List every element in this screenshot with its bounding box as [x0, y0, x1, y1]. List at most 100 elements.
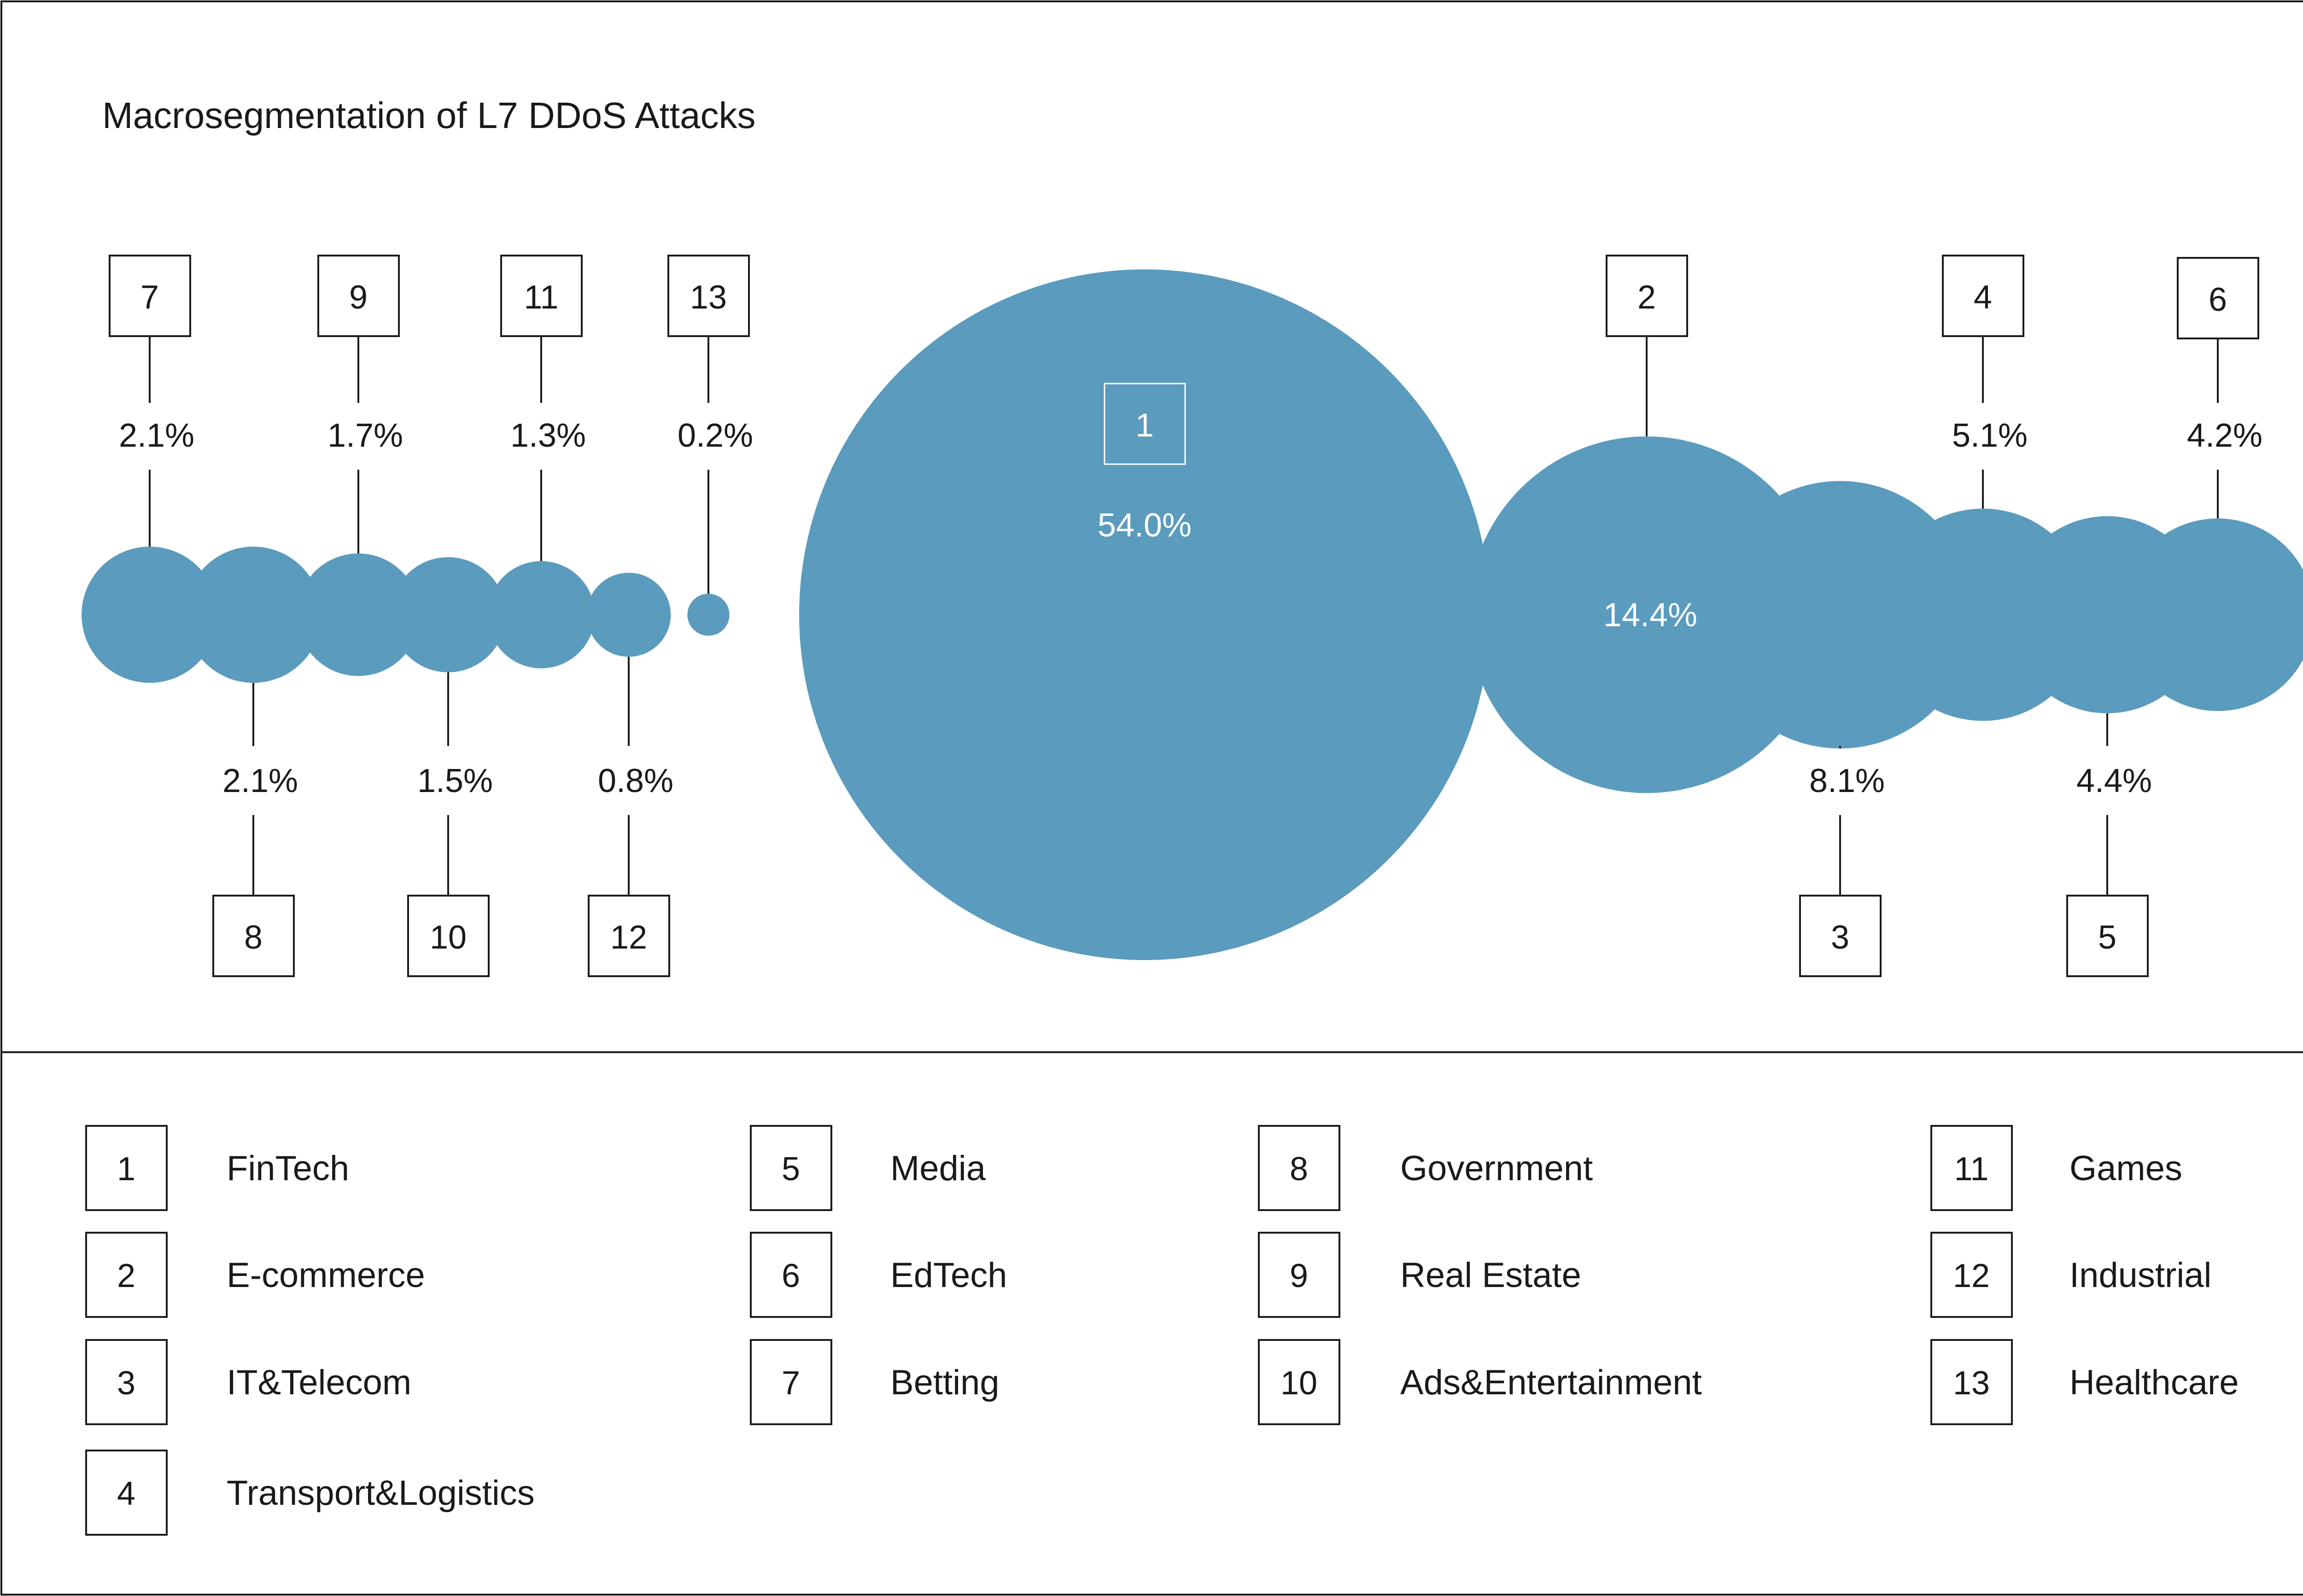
data-label-1: 54.0%: [1098, 507, 1192, 544]
bubble-group-8: 2.1% 8: [185, 547, 321, 977]
legend-id-10: 10: [1280, 1365, 1317, 1402]
data-label-7: 2.1%: [119, 417, 194, 454]
data-label-9: 1.7%: [327, 417, 403, 454]
data-label-12: 0.8%: [598, 763, 673, 799]
bubble-9: [297, 553, 420, 676]
bubble-2: [1468, 436, 1825, 793]
legend-label-1: FinTech: [227, 1149, 349, 1188]
data-label-3: 8.1%: [1809, 763, 1885, 799]
bubble-7: [82, 547, 218, 683]
legend-box-8: [1258, 1125, 1340, 1211]
legend-label-9: Real Estate: [1400, 1256, 1581, 1295]
bubble-box-1: [1104, 383, 1186, 465]
legend-item-9: 9 Real Estate: [1258, 1232, 1581, 1318]
legend-label-10: Ads&Entertainment: [1400, 1363, 1702, 1402]
bubble-10: [391, 557, 506, 672]
bubble-box-8: [212, 895, 295, 977]
bubble-id-12: 12: [610, 919, 647, 956]
legend-item-12: 12 Industrial: [1930, 1232, 2211, 1318]
data-label-5: 4.4%: [2076, 763, 2152, 799]
legend-item-8: 8 Government: [1258, 1125, 1593, 1211]
bubble-box-5: [2066, 895, 2149, 977]
legend-box-13: [1930, 1339, 2013, 1425]
legend-label-7: Betting: [890, 1363, 1000, 1402]
legend-id-7: 7: [782, 1365, 800, 1402]
legend-box-7: [750, 1339, 832, 1425]
bubble-id-7: 7: [140, 279, 159, 316]
data-label-6: 4.2%: [2187, 417, 2262, 454]
legend-item-13: 13 Healthcare: [1930, 1339, 2239, 1425]
legend-id-2: 2: [117, 1258, 135, 1294]
legend-item-5: 5 Media: [750, 1125, 986, 1211]
bubble-id-1: 1: [1135, 407, 1154, 444]
legend-item-2: 2 E-commerce: [85, 1232, 425, 1318]
legend-label-2: E-commerce: [227, 1256, 425, 1295]
bubble-group-11: 11 1.3%: [487, 255, 595, 669]
bubble-11: [487, 561, 595, 669]
bubble-group-13: 13 0.2%: [667, 255, 753, 636]
legend-box-6: [750, 1232, 832, 1318]
legend-box-5: [750, 1125, 832, 1211]
bubble-id-6: 6: [2209, 281, 2227, 318]
legend-label-6: EdTech: [890, 1256, 1007, 1295]
legend-id-6: 6: [782, 1258, 800, 1294]
bubble-id-3: 3: [1831, 919, 1849, 956]
chart-title: Macrosegmentation of L7 DDoS Attacks: [102, 95, 755, 136]
data-label-2: 14.4%: [1603, 597, 1697, 634]
legend-box-1: [85, 1125, 168, 1211]
legend-id-3: 3: [117, 1365, 135, 1402]
legend-item-11: 11 Games: [1930, 1125, 2182, 1211]
bubble-id-4: 4: [1974, 279, 1992, 316]
data-label-13: 0.2%: [678, 417, 753, 454]
bubble-box-10: [407, 895, 490, 977]
legend-label-3: IT&Telecom: [227, 1363, 411, 1402]
data-label-10: 1.5%: [417, 763, 493, 799]
legend-id-12: 12: [1953, 1258, 1990, 1294]
legend-box-2: [85, 1232, 168, 1318]
legend-item-3: 3 IT&Telecom: [85, 1339, 411, 1425]
legend-box-12: [1930, 1232, 2013, 1318]
legend-id-9: 9: [1290, 1258, 1308, 1294]
legend-id-11: 11: [1954, 1151, 1989, 1188]
bubble-id-9: 9: [349, 279, 368, 316]
legend-label-12: Industrial: [2069, 1256, 2211, 1295]
legend-label-11: Games: [2069, 1149, 2182, 1188]
data-label-4: 5.1%: [1952, 417, 2028, 454]
legend-box-11: [1930, 1125, 2013, 1211]
bubble-group-9: 9 1.7%: [297, 255, 420, 676]
bubble-8: [185, 547, 321, 683]
bubble-box-3: [1799, 895, 1882, 977]
legend-box-10: [1258, 1339, 1340, 1425]
bubble-group-6: 6 4.2%: [2121, 257, 2303, 711]
data-label-11: 1.3%: [510, 417, 586, 454]
legend-id-4: 4: [117, 1475, 135, 1512]
bubble-12: [586, 572, 671, 657]
legend: 1 FinTech 2 E-commerce 3 IT&Telecom 4 Transport…: [85, 1125, 2239, 1536]
bubble-id-2: 2: [1637, 279, 1656, 316]
bubble-id-5: 5: [2098, 919, 2116, 956]
legend-label-4: Transport&Logistics: [227, 1474, 535, 1513]
bubbles: 154.0%214.4%8.1%345.1%4.4%564.2%72.1%2.1…: [82, 255, 2303, 977]
legend-box-4: [85, 1450, 168, 1536]
legend-label-8: Government: [1400, 1149, 1593, 1188]
bubble-group-1: 1 54.0%: [799, 269, 1490, 960]
bubble-id-11: 11: [524, 279, 559, 316]
legend-item-7: 7 Betting: [750, 1339, 1000, 1425]
bubble-6: [2121, 518, 2303, 711]
legend-id-13: 13: [1953, 1365, 1990, 1402]
bubble-box-12: [588, 895, 670, 977]
legend-id-8: 8: [1290, 1151, 1308, 1188]
data-label-8: 2.1%: [222, 763, 298, 799]
bubble-1: [799, 269, 1490, 960]
bubble-id-10: 10: [430, 919, 467, 956]
bubble-group-10: 1.5% 10: [391, 557, 506, 977]
legend-box-3: [85, 1339, 168, 1425]
bubble-group-12: 0.8% 12: [586, 572, 673, 977]
bubble-id-13: 13: [690, 279, 727, 316]
legend-label-13: Healthcare: [2069, 1363, 2239, 1402]
bubble-id-8: 8: [244, 919, 263, 956]
bubble-group-7: 7 2.1%: [82, 255, 218, 683]
legend-item-4: 4 Transport&Logistics: [85, 1450, 535, 1536]
